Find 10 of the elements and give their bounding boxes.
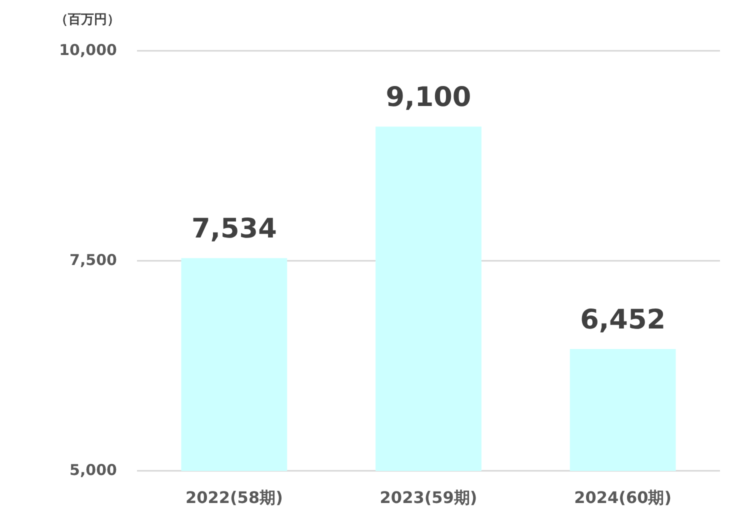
y-tick-label: 10,000 bbox=[59, 40, 117, 59]
data-label: 7,534 bbox=[191, 214, 277, 245]
data-label: 6,452 bbox=[580, 304, 666, 336]
y-axis-title: （百万円） bbox=[55, 12, 120, 28]
y-tick-label: 7,500 bbox=[70, 250, 117, 269]
y-tick-label: 5,000 bbox=[70, 460, 117, 479]
data-label: 9,100 bbox=[386, 82, 472, 114]
x-tick-label: 2022(58期) bbox=[185, 488, 283, 507]
x-tick-label: 2023(59期) bbox=[380, 488, 478, 507]
x-tick-label: 2024(60期) bbox=[574, 488, 672, 507]
